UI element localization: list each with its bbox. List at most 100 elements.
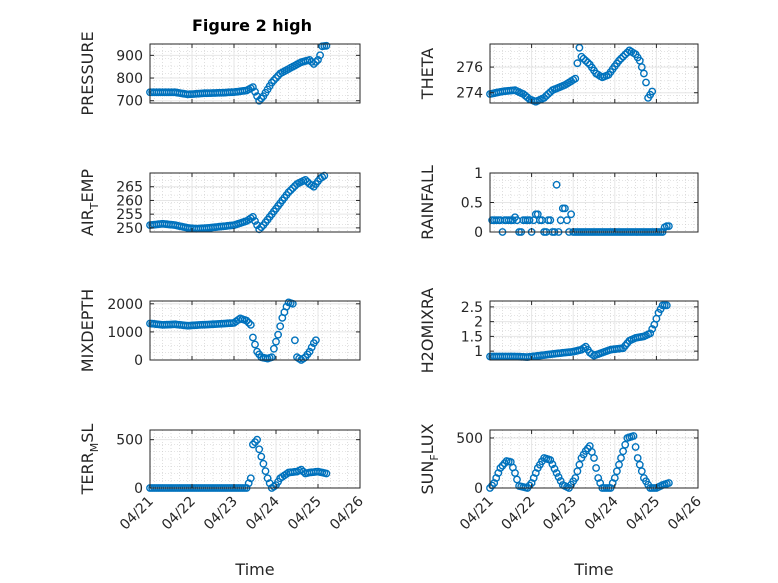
- data-point: [544, 90, 553, 98]
- data-point: [550, 464, 559, 473]
- data-point: [613, 467, 621, 476]
- y-axis-label-main: AIR: [78, 209, 97, 236]
- data-point: [546, 456, 555, 464]
- figure-title: Figure 2 high: [192, 16, 312, 35]
- y-tick-label: 1000: [107, 325, 143, 341]
- y-axis-label: RAINFALL: [418, 165, 437, 240]
- data-point: [314, 56, 322, 64]
- y-tick-label: 274: [456, 86, 483, 102]
- data-point: [251, 340, 259, 349]
- data-point: [615, 460, 623, 469]
- data-point: [631, 443, 640, 451]
- data-point: [246, 474, 255, 483]
- y-tick-label: 255: [116, 207, 143, 223]
- data-point: [552, 469, 561, 477]
- data-point: [610, 474, 619, 482]
- subplot-4: 0 0.5 1 RAINFALL: [418, 165, 699, 241]
- data-point: [305, 347, 314, 356]
- y-tick-label: 0.5: [461, 196, 483, 212]
- data-point: [513, 475, 521, 484]
- y-axis-label-main: RAINFALL: [418, 165, 437, 240]
- x-tick-label: 04/24: [582, 493, 622, 533]
- y-axis-label: PRESSURE: [78, 31, 97, 115]
- data-point: [272, 74, 280, 82]
- y-tick-label: 1.5: [461, 329, 483, 345]
- x-axis-label: Time: [573, 560, 613, 579]
- data-point: [286, 186, 295, 195]
- data-point: [567, 210, 575, 219]
- data-point: [284, 188, 293, 197]
- y-axis-label-subscript: F: [428, 454, 441, 460]
- data-point: [590, 454, 598, 462]
- data-point: [581, 56, 590, 65]
- data-point: [253, 435, 262, 444]
- data-point: [316, 51, 324, 60]
- y-axis-label: H2OMIXRA: [418, 288, 437, 374]
- data-point: [276, 322, 285, 331]
- axes-box: [149, 429, 361, 489]
- data-point: [540, 94, 548, 102]
- data-point: [322, 469, 331, 478]
- data-point: [619, 447, 627, 456]
- data-point: [248, 212, 257, 221]
- x-tick-label: 04/25: [285, 494, 325, 534]
- y-tick-label: 0: [474, 225, 483, 241]
- data-point: [617, 454, 625, 462]
- data-point: [297, 465, 306, 474]
- y-tick-label: 0: [134, 481, 143, 497]
- data-point: [571, 74, 580, 83]
- y-axis-label-main: MIXDEPTH: [78, 289, 97, 372]
- data-point: [573, 59, 582, 68]
- data-markers: [486, 43, 657, 106]
- y-tick-label: 2000: [107, 297, 143, 313]
- data-point: [571, 474, 580, 482]
- data-point: [579, 54, 588, 63]
- x-tick-label: 04/21: [457, 494, 497, 534]
- y-axis-label-rest: EMP: [78, 169, 97, 203]
- subplot-2: 274 276 THETA: [418, 43, 699, 106]
- data-point: [255, 445, 264, 454]
- y-axis-label-main: H2OMIXRA: [418, 288, 437, 374]
- data-point: [307, 343, 316, 352]
- data-point: [311, 336, 320, 345]
- data-point: [269, 76, 278, 85]
- data-point: [322, 41, 331, 50]
- data-point: [577, 52, 586, 61]
- x-tick-label: 04/26: [327, 493, 367, 533]
- data-point: [629, 432, 638, 440]
- data-point: [662, 301, 671, 310]
- data-point: [311, 58, 320, 66]
- y-axis-label-main: PRESSURE: [78, 31, 97, 115]
- y-axis-label: MIXDEPTH: [78, 289, 97, 372]
- y-tick-label: 2.5: [461, 300, 483, 316]
- subplot-6: 11.522.5 H2OMIXRA: [418, 288, 699, 374]
- x-tick-label: 04/26: [665, 493, 705, 533]
- data-point: [301, 175, 310, 184]
- y-axis-label-subscript: M: [88, 443, 101, 453]
- data-point: [548, 460, 557, 469]
- y-tick-label: 276: [456, 60, 483, 76]
- data-point: [242, 316, 251, 325]
- x-tick-label: 04/23: [201, 494, 241, 534]
- data-point: [665, 222, 673, 231]
- axes-box: [489, 300, 699, 361]
- axes-box: [149, 300, 361, 361]
- data-point: [257, 223, 266, 232]
- y-axis-label-rest: LUX: [418, 423, 437, 454]
- data-point: [546, 216, 555, 225]
- data-point: [583, 58, 592, 67]
- data-point: [642, 78, 650, 87]
- subplot-5: 0 1000 2000 MIXDEPTH: [78, 289, 361, 372]
- data-point: [525, 216, 534, 225]
- y-tick-label: 0: [474, 481, 483, 497]
- y-tick-label: 500: [116, 433, 143, 449]
- y-tick-label: 700: [116, 94, 143, 110]
- data-point: [309, 60, 318, 68]
- y-tick-label: 265: [116, 180, 143, 196]
- data-point: [290, 336, 299, 345]
- data-point: [592, 464, 600, 472]
- data-point: [619, 52, 627, 61]
- axes-background: [490, 430, 698, 488]
- data-point: [621, 440, 630, 449]
- y-tick-label: 250: [116, 221, 143, 237]
